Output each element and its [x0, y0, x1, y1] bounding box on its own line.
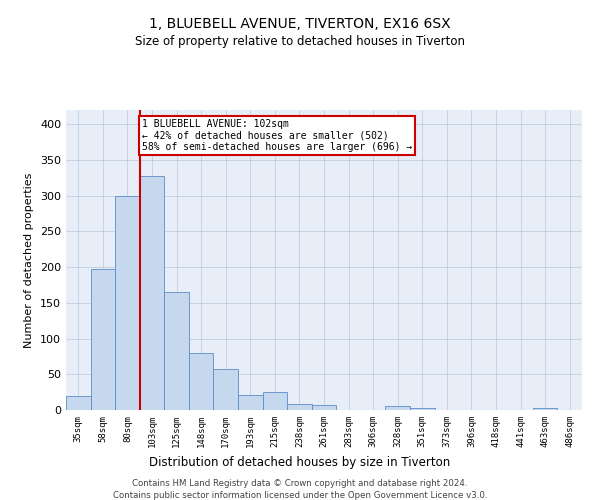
Bar	[410, 408, 434, 410]
Bar	[189, 353, 214, 410]
Text: 1 BLUEBELL AVENUE: 102sqm
← 42% of detached houses are smaller (502)
58% of semi: 1 BLUEBELL AVENUE: 102sqm ← 42% of detac…	[142, 118, 412, 152]
Bar	[66, 396, 91, 410]
Text: Contains public sector information licensed under the Open Government Licence v3: Contains public sector information licen…	[113, 490, 487, 500]
Text: Size of property relative to detached houses in Tiverton: Size of property relative to detached ho…	[135, 35, 465, 48]
Bar	[214, 370, 238, 410]
Bar	[140, 176, 164, 410]
Text: Contains HM Land Registry data © Crown copyright and database right 2024.: Contains HM Land Registry data © Crown c…	[132, 480, 468, 488]
Bar	[91, 270, 115, 410]
Text: 1, BLUEBELL AVENUE, TIVERTON, EX16 6SX: 1, BLUEBELL AVENUE, TIVERTON, EX16 6SX	[149, 18, 451, 32]
Bar	[385, 406, 410, 410]
Bar	[533, 408, 557, 410]
Text: Distribution of detached houses by size in Tiverton: Distribution of detached houses by size …	[149, 456, 451, 469]
Y-axis label: Number of detached properties: Number of detached properties	[25, 172, 34, 348]
Bar	[312, 405, 336, 410]
Bar	[115, 196, 140, 410]
Bar	[263, 392, 287, 410]
Bar	[238, 395, 263, 410]
Bar	[287, 404, 312, 410]
Bar	[164, 292, 189, 410]
